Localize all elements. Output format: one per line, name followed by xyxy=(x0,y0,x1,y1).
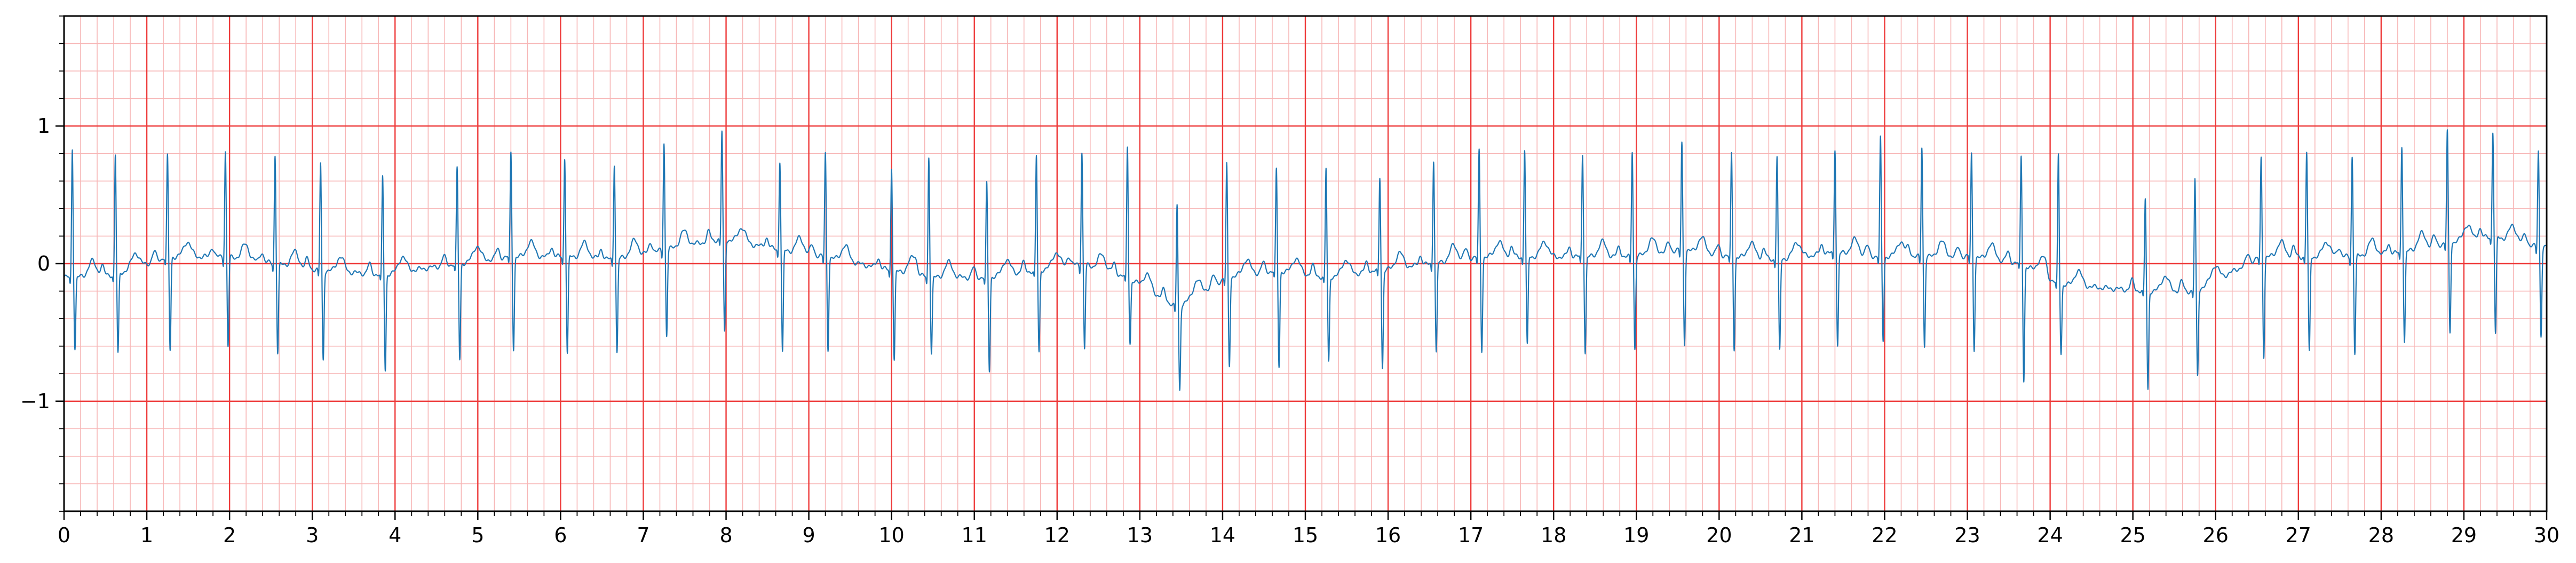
x-tick-label: 4 xyxy=(389,524,401,547)
y-tick-label: −1 xyxy=(20,390,50,413)
x-tick-label: 29 xyxy=(2451,524,2477,547)
x-tick-label: 1 xyxy=(140,524,153,547)
x-tick-label: 3 xyxy=(306,524,319,547)
x-tick-label: 10 xyxy=(878,524,904,547)
x-tick-label: 30 xyxy=(2534,524,2559,547)
x-tick-label: 22 xyxy=(1872,524,1897,547)
x-tick-label: 6 xyxy=(554,524,567,547)
x-tick-label: 8 xyxy=(719,524,732,547)
x-tick-label: 0 xyxy=(58,524,70,547)
x-tick-label: 20 xyxy=(1706,524,1732,547)
x-tick-label: 5 xyxy=(471,524,484,547)
x-tick-label: 26 xyxy=(2203,524,2229,547)
x-tick-label: 25 xyxy=(2120,524,2145,547)
y-tick-label: 1 xyxy=(37,114,50,138)
x-tick-label: 27 xyxy=(2286,524,2311,547)
x-tick-label: 16 xyxy=(1375,524,1401,547)
x-tick-label: 19 xyxy=(1623,524,1649,547)
x-tick-label: 21 xyxy=(1789,524,1814,547)
x-tick-label: 13 xyxy=(1127,524,1153,547)
x-tick-label: 14 xyxy=(1210,524,1235,547)
x-tick-label: 11 xyxy=(962,524,987,547)
x-tick-label: 9 xyxy=(803,524,815,547)
x-tick-label: 23 xyxy=(1954,524,1980,547)
y-tick-label: 0 xyxy=(37,252,50,275)
x-tick-label: 17 xyxy=(1458,524,1484,547)
x-tick-label: 28 xyxy=(2368,524,2394,547)
x-tick-label: 12 xyxy=(1044,524,1070,547)
x-tick-label: 18 xyxy=(1541,524,1566,547)
x-tick-label: 7 xyxy=(637,524,649,547)
x-tick-label: 15 xyxy=(1293,524,1318,547)
x-tick-label: 2 xyxy=(223,524,236,547)
x-tick-label: 24 xyxy=(2037,524,2063,547)
